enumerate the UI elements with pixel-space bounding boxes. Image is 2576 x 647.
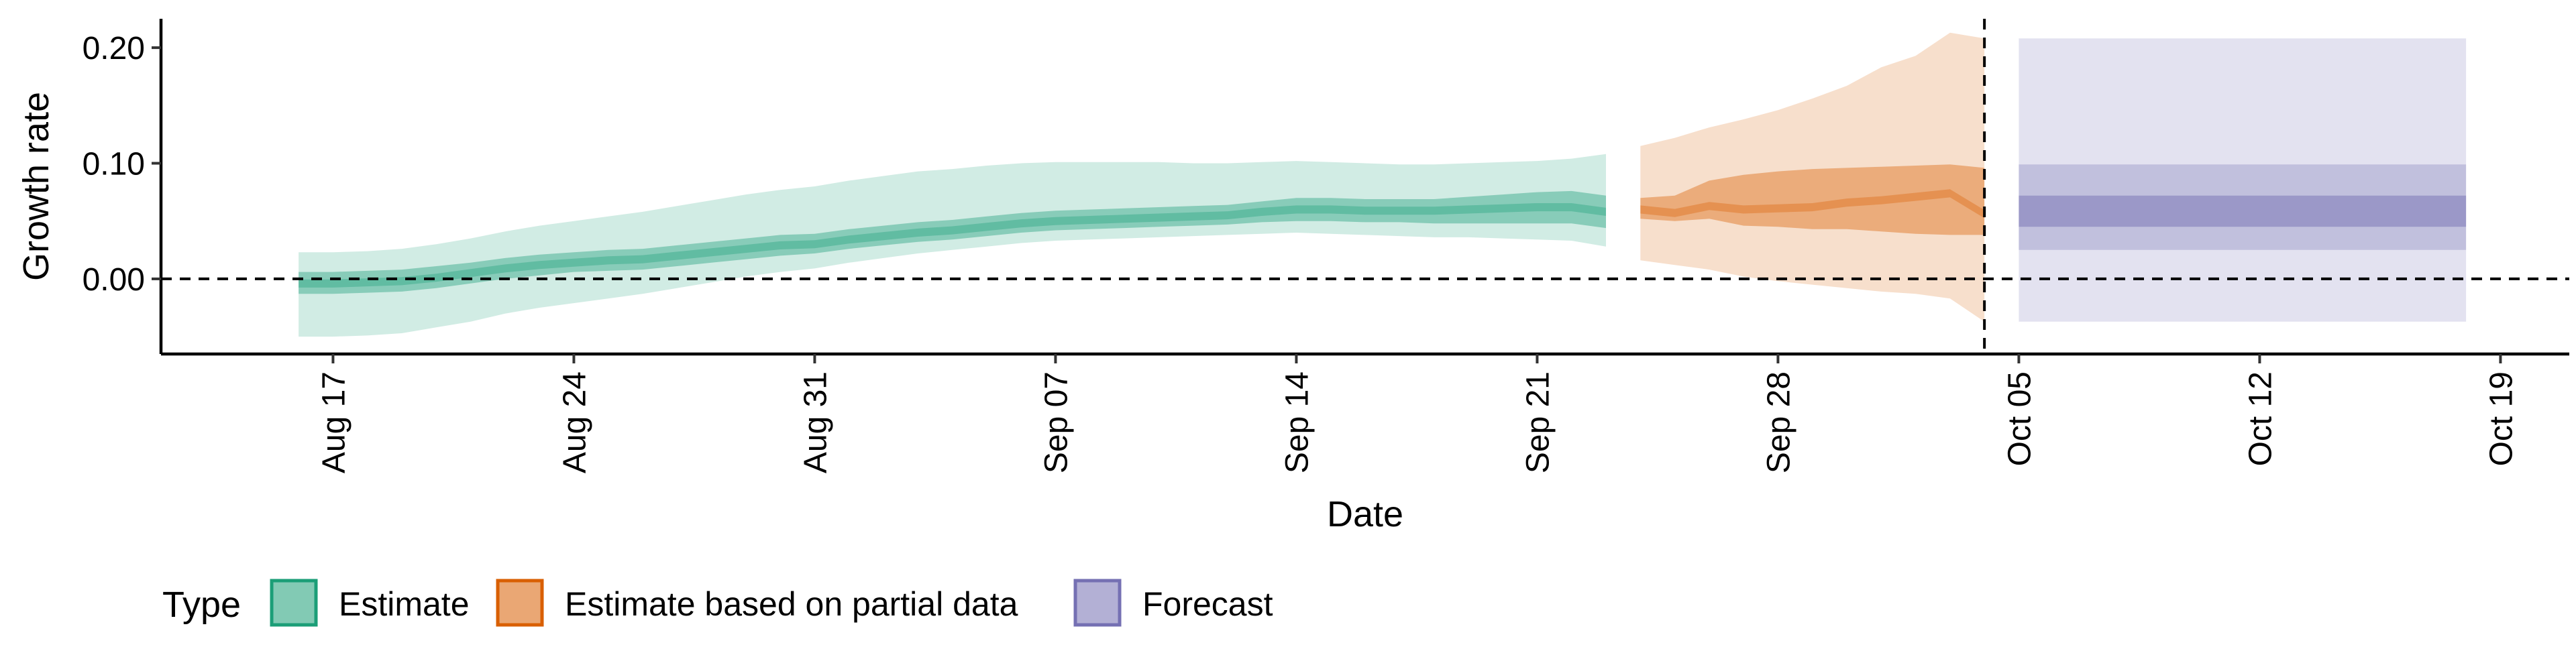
y-tick-label: 0.20 (83, 31, 145, 66)
legend-label: Estimate (339, 585, 470, 623)
legend-swatch (496, 579, 544, 627)
series-1-band-50 (1640, 164, 1985, 235)
x-tick-label: Sep 07 (1038, 371, 1074, 473)
x-axis-label: Date (1327, 494, 1403, 534)
legend: Type Estimate Estimate based on partial d… (162, 579, 1273, 627)
bands-layer (299, 32, 2467, 337)
axes (159, 19, 2569, 356)
x-tick-label: Oct 19 (2483, 371, 2519, 466)
series-1 (1640, 32, 1985, 322)
legend-title: Type (162, 585, 241, 625)
y-tick-label: 0.00 (83, 262, 145, 298)
series-2 (2019, 38, 2467, 322)
x-tick-label: Aug 17 (316, 371, 352, 473)
series-2-band-30 (2019, 195, 2467, 227)
legend-label: Forecast (1142, 585, 1273, 623)
reference-lines (161, 19, 2569, 354)
x-tick-label: Sep 28 (1761, 371, 1796, 473)
x-tick-label: Oct 12 (2243, 371, 2278, 466)
series-1-median (1640, 189, 1985, 219)
x-axis-ticks: Aug 17 Aug 24 Aug 31 Sep 07 Sep 14 Sep 21 Sep … (316, 354, 2519, 473)
x-tick-label: Aug 31 (798, 371, 833, 473)
legend-swatch (1073, 579, 1122, 627)
y-axis-ticks: 0.00 0.10 0.20 (83, 31, 161, 298)
series-0-band-90 (299, 154, 1607, 337)
y-axis-label: Growth rate (16, 92, 56, 281)
legend-label: Estimate based on partial data (565, 585, 1018, 623)
x-tick-label: Oct 05 (2002, 371, 2037, 466)
x-tick-label: Sep 21 (1520, 371, 1556, 473)
x-tick-label: Aug 24 (557, 371, 592, 473)
series-2-band-90 (2019, 38, 2467, 322)
series-1-band-90 (1640, 32, 1985, 322)
legend-swatch (270, 579, 318, 627)
series-0-band-50 (299, 190, 1607, 294)
series-0 (299, 154, 1607, 337)
y-tick-label: 0.10 (83, 147, 145, 182)
x-tick-label: Sep 14 (1279, 371, 1315, 473)
